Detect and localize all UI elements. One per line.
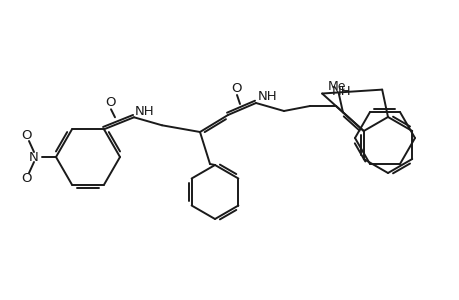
Text: O: O (22, 128, 32, 142)
Text: NH: NH (257, 89, 277, 103)
Text: O: O (231, 82, 242, 94)
Text: NH: NH (331, 85, 351, 98)
Text: O: O (106, 96, 116, 109)
Text: O: O (22, 172, 32, 185)
Text: N: N (29, 151, 39, 164)
Text: NH: NH (135, 105, 155, 118)
Text: Me: Me (327, 80, 346, 93)
